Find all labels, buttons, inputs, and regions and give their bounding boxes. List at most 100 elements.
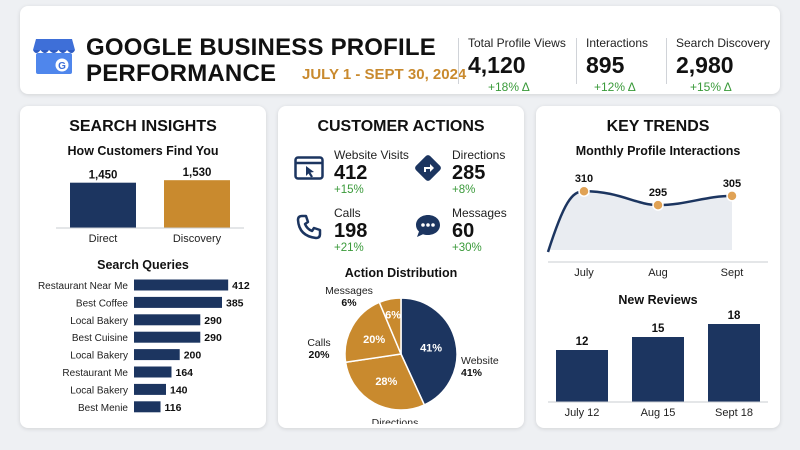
google-business-logo-icon: G (33, 39, 75, 74)
find-bar (70, 182, 136, 228)
kpi-value: 2,980 (676, 52, 734, 78)
key-trends-card: KEY TRENDS Monthly Profile Interactions … (536, 106, 780, 428)
query-label: Restaurant Near Me (38, 281, 128, 292)
find-value-label: 1,450 (89, 170, 118, 182)
pie-outer-label: Messages (325, 285, 373, 297)
kpi-value: 895 (586, 52, 625, 78)
pie-slice-percent: 6% (385, 309, 401, 321)
pie-slice (344, 301, 403, 364)
action-value: 60 (452, 220, 475, 242)
queries-chart-title: Search Queries (97, 258, 189, 272)
interactions-chart-title: Monthly Profile Interactions (575, 144, 741, 158)
interactions-category-label: Aug (648, 267, 668, 279)
review-bar (708, 324, 760, 402)
pie-slice-percent: 41% (420, 342, 442, 354)
review-bar (632, 337, 684, 402)
action-label: Website Visits (334, 148, 409, 162)
kpi-change: +15% Δ (690, 80, 732, 94)
pie-outer-label: Calls (307, 337, 330, 349)
query-value-label: 385 (226, 297, 244, 309)
query-bar (134, 296, 222, 308)
interactions-chart: 310 July 295 Aug 305 Sept (546, 173, 768, 279)
interactions-point (578, 185, 590, 197)
query-bar (134, 279, 229, 291)
interactions-category-label: July (574, 267, 594, 279)
kpi-divider (576, 38, 577, 84)
kpi-total-profile-views: Total Profile Views 4,120 +18% Δ (468, 36, 566, 94)
kpi-change: +12% Δ (594, 80, 636, 94)
kpi-divider (458, 38, 459, 84)
query-bar (134, 401, 161, 413)
key-trends-title: KEY TRENDS (606, 118, 710, 135)
phone-icon (296, 214, 322, 240)
action-change: +30% (452, 242, 482, 254)
header-card: G GOOGLE BUSINESS PROFILE PERFORMANCE JU… (20, 6, 780, 94)
interactions-area (548, 191, 732, 252)
action-label: Directions (452, 148, 506, 162)
pie-slice (400, 297, 458, 406)
query-bar (134, 366, 172, 378)
date-range: JULY 1 - SEPT 30, 2024 (302, 66, 467, 83)
review-category-label: Sept 18 (715, 407, 753, 419)
find-chart: 1,450 Direct 1,530 Discovery (56, 167, 244, 245)
query-value-label: 140 (170, 384, 188, 396)
find-chart-title: How Customers Find You (67, 144, 219, 158)
action-change: +21% (334, 242, 364, 254)
pie-outer-percent: 41% (461, 367, 483, 379)
query-label: Local Bakery (70, 351, 128, 362)
customer-actions-title: CUSTOMER ACTIONS (317, 118, 485, 135)
queries-chart: Restaurant Near Me 412 Best Coffee 385 Local… (38, 279, 250, 414)
query-value-label: 412 (232, 280, 250, 292)
query-value-label: 164 (175, 367, 193, 379)
interactions-line (546, 189, 733, 253)
find-bar (164, 180, 230, 228)
kpi-change: +18% Δ (488, 80, 530, 94)
action-label: Calls (334, 206, 361, 220)
action-value: 412 (334, 162, 368, 184)
interactions-value-label: 310 (575, 173, 593, 185)
pie-outer-label: Directions (372, 417, 419, 424)
pie-outer-percent: 6% (341, 297, 357, 309)
search-insights-card: SEARCH INSIGHTS How Customers Find You 1… (20, 106, 266, 428)
kpi-interactions: Interactions 895 +12% Δ (586, 36, 649, 94)
svg-text:G: G (58, 61, 66, 72)
reviews-chart: 12 July 12 15 Aug 15 18 Sept 18 (548, 310, 768, 419)
interactions-category-label: Sept (721, 267, 744, 279)
review-bar (556, 350, 608, 402)
interactions-value-label: 295 (649, 187, 667, 199)
pie-slice (344, 353, 426, 411)
query-bar (134, 349, 180, 361)
browser-cursor-icon (294, 156, 324, 180)
action-value: 285 (452, 162, 486, 184)
find-value-label: 1,530 (183, 167, 212, 179)
query-value-label: 116 (165, 402, 182, 414)
review-value-label: 15 (652, 323, 665, 335)
review-category-label: Aug 15 (641, 407, 676, 419)
query-label: Local Bakery (70, 316, 128, 327)
pie-slice-percent: 28% (375, 376, 397, 388)
query-label: Restaurant Me (62, 368, 128, 379)
interactions-point (726, 190, 738, 202)
kpi-search-discovery: Search Discovery 2,980 +15% Δ (676, 36, 770, 94)
search-insights-title: SEARCH INSIGHTS (69, 118, 217, 135)
message-bubble-icon (416, 215, 440, 237)
pie-slice-percent: 20% (363, 334, 385, 346)
interactions-point (652, 199, 664, 211)
query-label: Best Coffee (76, 298, 129, 309)
action-website-visits: Website Visits 412 +15% (334, 148, 409, 196)
query-label: Best Menie (78, 403, 128, 414)
find-category-label: Direct (89, 233, 118, 245)
distribution-chart: 41%Website41%28%Directions28%20%Calls20%… (307, 285, 499, 424)
kpi-divider (666, 38, 667, 84)
review-value-label: 18 (728, 310, 741, 322)
kpi-label: Interactions (586, 36, 649, 50)
pie-outer-percent: 20% (308, 349, 330, 361)
action-calls: Calls 198 +21% (334, 206, 367, 254)
kpi-label: Total Profile Views (468, 36, 566, 50)
action-directions: Directions 285 +8% (452, 148, 505, 196)
action-messages: Messages 60 +30% (452, 206, 507, 254)
action-label: Messages (452, 206, 507, 220)
action-change: +15% (334, 184, 364, 196)
query-value-label: 290 (204, 315, 222, 327)
query-label: Best Cuisine (72, 333, 129, 344)
